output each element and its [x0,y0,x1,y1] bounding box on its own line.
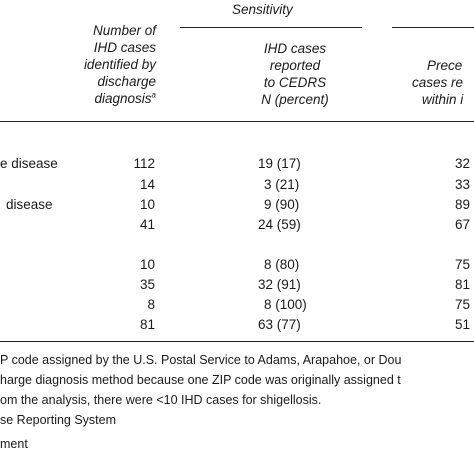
footnote: om the analysis, there were <10 IHD case… [0,393,322,407]
cell-reported: 24 (59) [258,217,301,232]
col-header-discharge-line: discharge [97,74,156,89]
col-header-precede: Prece cases re within i [412,57,463,108]
header-bottom-rule [0,121,474,122]
cell-reported: 32 (91) [258,277,301,292]
col-header-reported-line: IHD cases [263,41,327,56]
cell-precede: 81 [455,277,471,292]
cell-reported: 19 (17) [258,156,301,171]
header-top-rule-left [180,27,362,28]
cell-reported: 8 (100) [264,297,307,312]
cell-discharge: 14 [139,177,155,192]
col-header-discharge-line: diagnosisa [94,90,157,106]
cell-discharge: 35 [139,277,155,292]
cell-precede: 75 [455,257,471,272]
cell-discharge: 81 [139,317,155,332]
col-header-discharge-line: Number of [92,23,156,38]
col-header-precede-line: Prece [427,58,463,73]
row-label: e disease [0,156,58,171]
col-header-reported: IHD cases reported to CEDRS N (percent) [240,40,350,108]
cell-discharge: 112 [133,156,155,171]
cell-reported: 9 (90) [264,197,300,212]
cell-reported: 3 (21) [264,177,300,192]
table-bottom-rule [0,341,474,342]
cell-precede: 75 [455,297,471,312]
header-top-rule-right [392,27,474,28]
cell-reported: 8 (80) [264,257,300,272]
col-header-reported-line: to CEDRS [263,75,327,90]
col-header-reported-line: reported [269,58,321,73]
col-header-discharge: Number of IHD cases identified by discha… [84,22,156,107]
footnote: se Reporting System [0,413,117,427]
cell-precede: 51 [455,317,471,332]
footnote: harge diagnosis method because one ZIP c… [0,373,401,387]
group-header-sensitivity: Sensitivity [232,2,293,17]
cell-discharge: 41 [139,217,155,232]
footnote-marker: a [151,90,156,100]
col-header-discharge-line: identified by [83,57,156,72]
cell-precede: 67 [455,217,471,232]
footnote: P code assigned by the U.S. Postal Servi… [0,353,402,367]
cell-discharge: 8 [147,297,155,312]
row-label: disease [6,197,53,212]
col-header-reported-line: N (percent) [261,92,329,107]
cell-precede: 33 [455,177,471,192]
cell-discharge: 10 [139,197,155,212]
col-header-discharge-line: IHD cases [93,40,156,55]
cell-precede: 89 [455,197,471,212]
footnote: ment [0,437,28,451]
cell-precede: 32 [455,156,471,171]
col-header-precede-line: cases re [412,75,464,90]
col-header-precede-line: within i [422,92,464,107]
cell-discharge: 10 [139,257,155,272]
cell-reported: 63 (77) [258,317,301,332]
